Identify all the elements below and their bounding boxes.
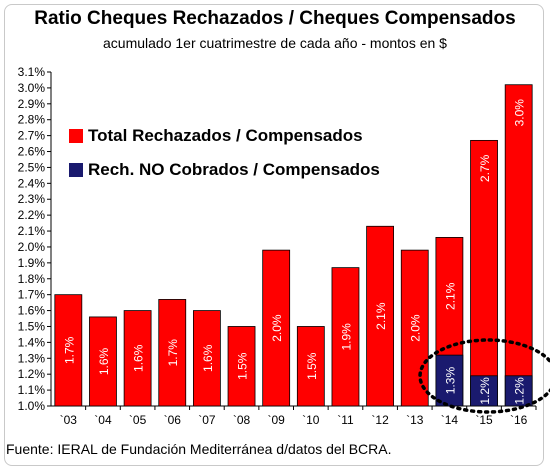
x-tick-label: `04 <box>94 413 112 427</box>
data-label-total: 2.0% <box>409 314 423 342</box>
bar-total-rechazados <box>262 249 291 407</box>
x-tick-label: `09 <box>268 413 286 427</box>
bar-total-rechazados <box>504 84 533 407</box>
bar-total-rechazados <box>470 139 498 407</box>
y-tick-label: 1.8% <box>18 272 46 286</box>
y-tick-label: 2.3% <box>18 192 46 206</box>
legend-no-cobrados-label: Rech. NO Cobrados / Compensados <box>88 160 380 179</box>
y-tick-label: 2.9% <box>18 97 46 111</box>
y-tick-label: 2.7% <box>18 129 46 143</box>
bar-total-rechazados <box>227 326 256 407</box>
data-label-no-cobrados: 1.3% <box>443 367 457 395</box>
bar-no-cobrados <box>504 375 533 407</box>
data-label-total: 1.7% <box>166 339 180 367</box>
highlight-ellipse <box>418 338 550 414</box>
data-label-total: 2.7% <box>478 154 492 182</box>
y-tick-label: 1.4% <box>18 335 46 349</box>
x-tick-label: `06 <box>164 413 182 427</box>
chart-subtitle: acumulado 1er cuatrimestre de cada año -… <box>103 35 447 51</box>
y-tick-label: 1.5% <box>18 319 46 333</box>
source-note: Fuente: IERAL de Fundación Mediterránea … <box>6 441 392 457</box>
y-tick-label: 1.6% <box>18 304 46 318</box>
y-tick-label: 2.5% <box>18 160 46 174</box>
bar-total-rechazados <box>331 267 360 407</box>
x-tick-label: `16 <box>510 413 528 427</box>
x-tick-label: `05 <box>129 413 147 427</box>
x-tick-label: `10 <box>302 413 320 427</box>
x-tick-label: `12 <box>371 413 389 427</box>
x-tick-label: `14 <box>441 413 459 427</box>
x-tick-label: `03 <box>60 413 78 427</box>
data-label-total: 1.6% <box>201 344 215 372</box>
x-tick-label: `07 <box>198 413 216 427</box>
x-tick-label: `15 <box>475 413 493 427</box>
legend-no-cobrados-swatch <box>69 163 83 177</box>
y-tick-label: 2.4% <box>18 176 46 190</box>
bar-no-cobrados <box>470 375 498 407</box>
data-label-total: 1.9% <box>339 323 353 351</box>
y-tick-label: 3.0% <box>18 81 46 95</box>
y-tick-label: 2.6% <box>18 145 46 159</box>
y-tick-label: 1.7% <box>18 288 46 302</box>
bar-total-rechazados <box>366 225 395 407</box>
data-label-total: 2.0% <box>270 314 284 342</box>
data-label-total: 1.5% <box>305 352 319 380</box>
legend-total-rechazados-swatch <box>69 129 83 143</box>
data-label-no-cobrados: 1.2% <box>478 377 492 405</box>
data-label-total: 1.7% <box>62 336 76 364</box>
y-tick-label: 2.8% <box>18 113 46 127</box>
bar-total-rechazados <box>89 316 117 407</box>
y-tick-label: 3.1% <box>18 65 46 79</box>
bar-no-cobrados <box>435 354 464 407</box>
x-tick-label: `08 <box>233 413 251 427</box>
data-label-total: 1.6% <box>97 347 111 375</box>
y-tick-label: 1.3% <box>18 351 46 365</box>
bar-total-rechazados <box>123 310 152 407</box>
y-tick-label: 2.0% <box>18 240 46 254</box>
y-tick-label: 1.0% <box>18 399 46 413</box>
data-label-no-cobrados: 1.2% <box>513 377 527 405</box>
bar-total-rechazados <box>400 249 429 407</box>
y-tick-label: 1.1% <box>18 383 46 397</box>
bar-total-rechazados <box>192 310 221 407</box>
y-tick-label: 1.9% <box>18 256 46 270</box>
x-tick-label: `13 <box>406 413 424 427</box>
data-label-total: 1.6% <box>132 344 146 372</box>
legend-total-rechazados-label: Total Rechazados / Compensados <box>88 126 363 145</box>
y-tick-label: 2.2% <box>18 208 46 222</box>
bar-total-rechazados <box>54 294 83 407</box>
bar-total-rechazados <box>158 299 187 407</box>
y-tick-label: 1.2% <box>18 367 46 381</box>
data-label-total: 2.1% <box>374 302 388 330</box>
x-tick-label: `11 <box>337 413 354 427</box>
chart-title: Ratio Cheques Rechazados / Cheques Compe… <box>34 8 516 29</box>
data-label-total: 3.0% <box>513 99 527 127</box>
y-tick-label: 2.1% <box>18 224 46 238</box>
data-label-total: 2.1% <box>443 282 457 310</box>
bar-total-rechazados <box>296 326 325 407</box>
data-label-total: 1.5% <box>236 352 250 380</box>
